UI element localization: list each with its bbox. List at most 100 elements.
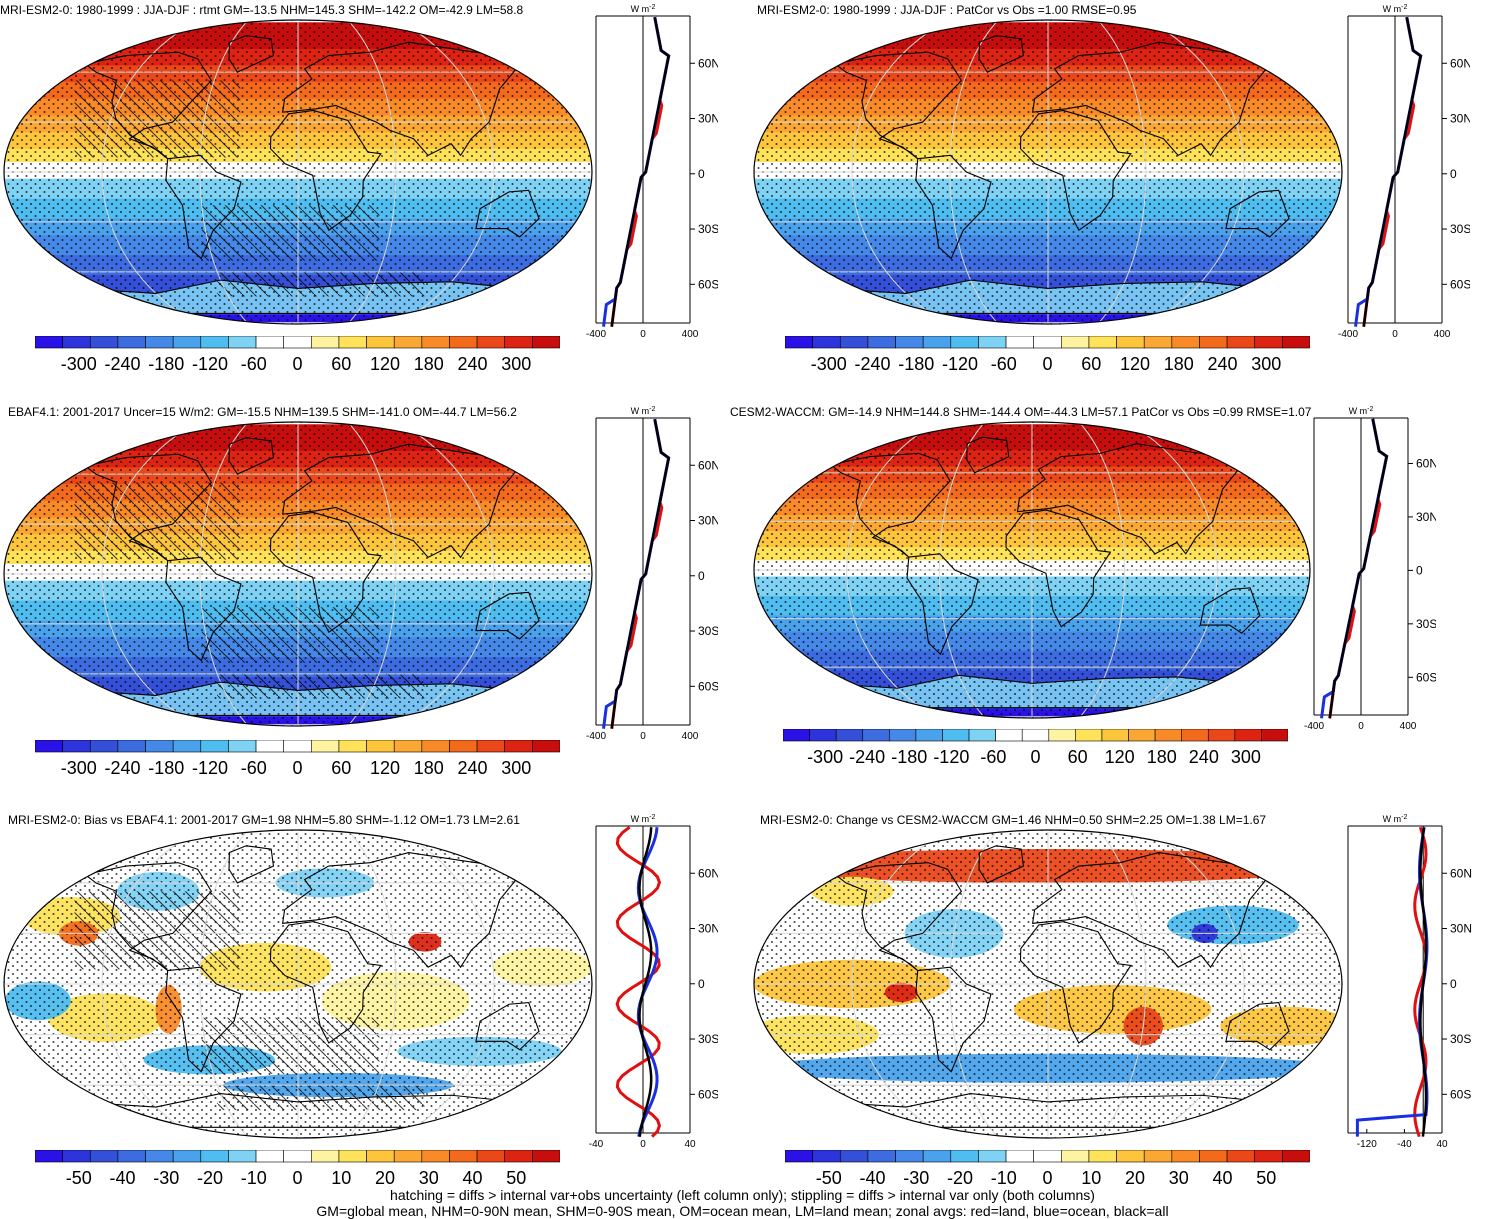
colorbar-tick-label: -60 [241,354,267,374]
colorbar-swatch [35,740,63,753]
zonal-mean-line [602,418,671,729]
zonal-x-tick-label: 40 [684,1139,696,1150]
colorbar-swatch [283,740,312,753]
colorbar-tick-label: -300 [811,354,847,374]
colorbar-tick-label: 60 [1081,354,1101,374]
colorbar-tick-label: 0 [292,354,302,374]
zonal-unit-label: W m-2 [1383,4,1408,14]
colorbar-tick-label: -120 [192,758,228,778]
zonal-mean-line [610,16,671,327]
zonal-x-tick-label: -40 [589,1139,604,1150]
colorbar-tick-label: -10 [991,1168,1017,1188]
colorbar-tick-label: 120 [370,758,400,778]
zonal-lat-tick-label: 60N [698,56,718,70]
colorbar: -300 -240 -180 -120 -60 0 60 120 180 240 300 [783,729,1288,767]
colorbar-swatch [1171,336,1200,349]
colorbar-swatch [532,1150,560,1163]
colorbar-swatch [889,729,917,742]
colorbar-swatch [532,336,560,349]
colorbar-swatch [172,740,202,753]
colorbar-swatch [255,740,284,753]
zonal-x-tick-label: 0 [640,329,646,340]
colorbar-tick-label: 60 [331,758,351,778]
colorbar-tick-label: -60 [241,758,267,778]
panel-title: MRI-ESM2-0: Change vs CESM2-WACCM GM=1.4… [760,813,1267,827]
colorbar-swatch [1061,336,1090,349]
colorbar-swatch [200,336,229,349]
colorbar-swatch [421,336,450,349]
colorbar-swatch [867,336,896,349]
colorbar-swatch [449,1150,478,1163]
colorbar-swatch [922,1150,952,1163]
colorbar-swatch [1261,729,1288,742]
colorbar-swatch [311,1150,340,1163]
colorbar-swatch [1075,729,1103,742]
zonal-lat-tick-label: 0 [698,167,705,181]
zonal-mean-line [602,16,671,327]
colorbar-tick-label: 300 [1231,747,1261,767]
zonal-x-tick-label: 0 [640,731,646,742]
colorbar-swatch [1116,336,1145,349]
zonal-unit-label: W m-2 [631,814,656,824]
colorbar-swatch [812,336,841,349]
colorbar-swatch [393,740,423,753]
colorbar-tick-label: 30 [419,1168,439,1188]
zonal-mean-plot: W m-2 -400 0 400 60N 30N 0 30S 60S [1338,4,1470,340]
colorbar-swatch [504,1150,533,1163]
zonal-mean-line [1355,826,1429,1137]
zonal-mean-plot: W m-2 -120 -40 40 60N 30N 0 30S 60S [1347,814,1472,1150]
colorbar-tick-label: 240 [457,758,487,778]
zonal-lat-tick-label: 0 [1450,167,1457,181]
colorbar-swatch [1226,336,1256,349]
colorbar: -300 -240 -180 -120 -60 0 60 120 180 240 300 [35,336,560,374]
colorbar-tick-label: -180 [148,354,184,374]
map-plot [3,829,593,1139]
colorbar-swatch [950,1150,979,1163]
colorbar-swatch [62,740,91,753]
colorbar-tick-label: 40 [1212,1168,1232,1188]
colorbar-swatch [862,729,890,742]
colorbar-swatch [117,336,146,349]
colorbar-tick-label: 50 [506,1168,526,1188]
colorbar-swatch [1282,336,1310,349]
colorbar-tick-label: -300 [61,354,97,374]
zonal-lat-tick-label: 30S [698,1032,718,1046]
colorbar-swatch [1116,1150,1145,1163]
colorbar-swatch [366,336,395,349]
colorbar-swatch [200,1150,229,1163]
colorbar-swatch [89,336,119,349]
colorbar-swatch [366,1150,395,1163]
colorbar-swatch [1226,1150,1256,1163]
zonal-lat-tick-label: 30S [1416,617,1436,631]
colorbar-swatch [228,1150,257,1163]
colorbar-tick-label: 180 [1147,747,1177,767]
zonal-lat-tick-label: 30N [1450,112,1470,126]
zonal-lat-tick-label: 30S [698,222,718,236]
colorbar-swatch [145,1150,174,1163]
colorbar-tick-label: -120 [933,747,969,767]
colorbar-tick-label: -60 [980,747,1006,767]
colorbar-swatch [1128,729,1156,742]
colorbar: -50 -40 -30 -20 -10 0 10 20 30 40 50 [35,1150,560,1188]
colorbar-tick-label: 30 [1169,1168,1189,1188]
zonal-unit-label: W m-2 [1349,406,1374,416]
colorbar-tick-label: 60 [1068,747,1088,767]
zonal-lat-tick-label: 60N [1450,866,1472,880]
zonal-mean-plot: W m-2 -400 0 400 60N 30N 0 30S 60S [586,406,718,742]
colorbar-tick-label: 180 [414,354,444,374]
zonal-lat-tick-label: 60S [1416,670,1436,684]
colorbar-tick-label: 300 [1251,354,1281,374]
colorbar-swatch [338,740,367,753]
zonal-lat-tick-label: 30N [698,922,718,936]
colorbar-swatch [338,1150,367,1163]
map-plot [3,19,593,325]
colorbar-swatch [1254,336,1283,349]
colorbar-swatch [1143,336,1173,349]
colorbar-swatch [338,336,367,349]
colorbar: -50 -40 -30 -20 -10 0 10 20 30 40 50 [785,1150,1310,1188]
colorbar-tick-label: -40 [859,1168,885,1188]
colorbar-swatch [1199,336,1228,349]
panel-title: MRI-ESM2-0: 1980-1999 : JJA-DJF : rtmt G… [0,3,524,17]
colorbar: -300 -240 -180 -120 -60 0 60 120 180 240 300 [785,336,1310,374]
zonal-unit-label: W m-2 [1383,814,1408,824]
